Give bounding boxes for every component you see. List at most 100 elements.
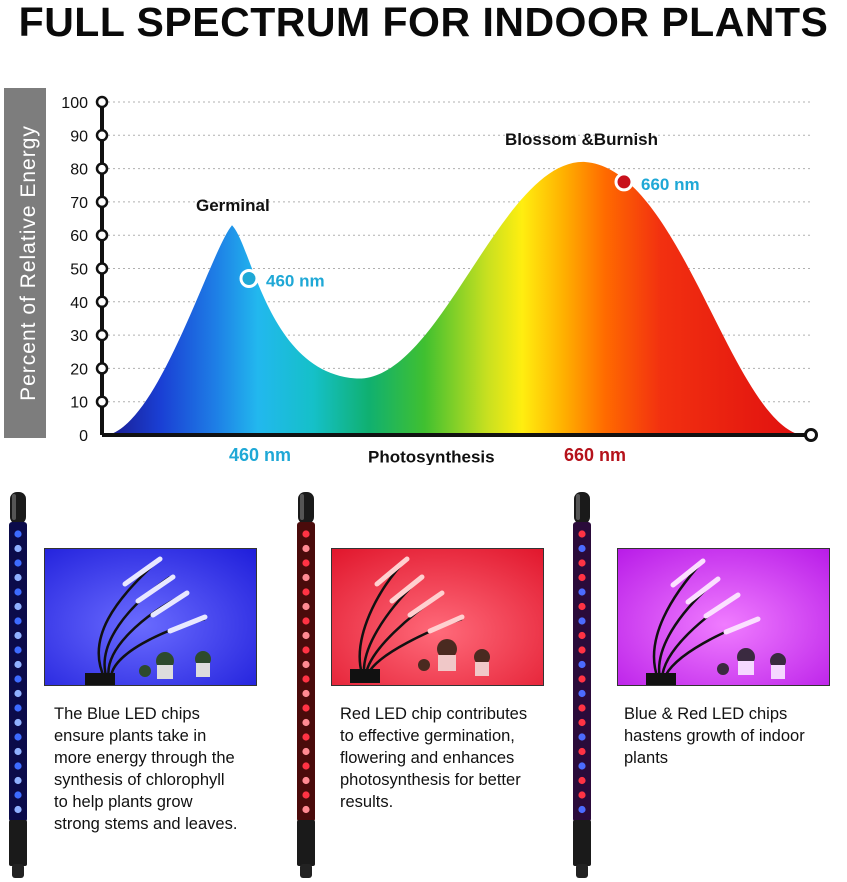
red-light-photo: [331, 548, 544, 686]
caption-line: Blue & Red LED chips: [624, 705, 788, 723]
caption-line: flowering and enhances: [340, 749, 515, 767]
x-tick-label: 460 nm: [229, 445, 291, 465]
led-chip: [578, 805, 586, 814]
y-axis-label-box: [4, 88, 46, 438]
marker-460nm-label: 460 nm: [266, 271, 325, 290]
y-tick-marker: [95, 162, 109, 175]
led-chip: [14, 791, 22, 799]
led-chip: [578, 588, 586, 596]
led-chip: [14, 718, 22, 727]
y-tick-marker: [95, 262, 109, 275]
annotations: Germinal Blossom &Burnish Photosynthesis 46…: [196, 130, 700, 465]
y-tick-marker: [95, 395, 109, 408]
led-chip: [302, 631, 310, 640]
y-tick-label: 30: [70, 328, 88, 345]
y-ticks: 0 10 20 30 40 50 60 70 80 90 100: [61, 95, 109, 445]
y-tick-label: 100: [61, 95, 88, 112]
blue-led-bar: [9, 492, 27, 878]
x-axis-end-marker: [804, 428, 818, 442]
y-tick-marker: [95, 129, 109, 142]
spectrum-area: [108, 161, 800, 435]
y-tick-label: 0: [79, 428, 88, 445]
led-chip: [302, 675, 310, 683]
y-tick-label: 60: [70, 228, 88, 245]
caption-line: Red LED chip contributes: [340, 705, 528, 723]
marker-660nm: [614, 172, 634, 192]
led-chip: [14, 544, 22, 553]
y-tick-label: 20: [70, 361, 88, 378]
spectrum-chart: Percent of Relative Energy 0 10 20 30 40 50 60…: [4, 88, 818, 465]
y-tick-marker: [95, 362, 109, 375]
y-tick-marker: [95, 95, 109, 109]
y-tick-marker: [95, 295, 109, 309]
caption-line: ensure plants take in: [54, 727, 207, 745]
led-chip: [302, 544, 310, 553]
blue-red-led-caption: Blue & Red LED chips hastens growth of i…: [624, 703, 847, 769]
red-led-caption: Red LED chip contributes to effective ge…: [340, 703, 568, 813]
led-chip: [302, 559, 310, 567]
caption-line: synthesis of chlorophyll: [54, 771, 225, 789]
caption-line: plants: [624, 749, 669, 767]
caption-line: to help plants grow: [54, 793, 193, 811]
led-chip: [302, 733, 310, 741]
led-chip: [302, 689, 310, 698]
led-chip: [302, 617, 310, 625]
y-tick-marker: [95, 228, 109, 242]
led-chip: [14, 631, 22, 640]
led-chip: [578, 646, 586, 654]
led-chip: [302, 762, 310, 770]
led-chip: [14, 530, 22, 538]
led-chip: [578, 675, 586, 683]
photosynthesis-label: Photosynthesis: [368, 447, 495, 465]
red-led-bar: [297, 492, 315, 878]
led-chip: [578, 631, 586, 640]
led-chip: [302, 704, 310, 712]
led-chip: [302, 588, 310, 596]
blossom-label: Blossom &Burnish: [505, 130, 658, 149]
y-tick-label: 70: [70, 195, 88, 212]
blue-red-led-bar: [573, 492, 591, 878]
caption-line: results.: [340, 793, 394, 811]
led-chip: [14, 588, 22, 596]
caption-line: photosynthesis for better: [340, 771, 521, 789]
y-tick-marker: [95, 328, 109, 342]
y-tick-label: 90: [70, 128, 88, 145]
y-tick-label: 10: [70, 395, 88, 412]
led-chip: [302, 573, 310, 582]
led-chip: [302, 602, 310, 611]
led-chip: [14, 617, 22, 625]
led-chip: [578, 704, 586, 712]
blue-light-photo: [44, 548, 257, 686]
led-chip: [14, 602, 22, 611]
caption-line: hastens growth of indoor: [624, 727, 805, 745]
led-chip: [302, 646, 310, 654]
led-chip: [578, 689, 586, 698]
led-chip: [14, 762, 22, 770]
led-chip: [14, 573, 22, 582]
led-chip: [14, 660, 22, 669]
blue-red-light-photo: [617, 548, 830, 686]
led-chip: [14, 646, 22, 654]
germinal-label: Germinal: [196, 196, 270, 215]
led-chip: [14, 704, 22, 712]
led-chip: [302, 776, 310, 785]
marker-460nm: [239, 268, 259, 288]
led-chip: [14, 805, 22, 814]
caption-line: to effective germination,: [340, 727, 515, 745]
blue-led-caption: The Blue LED chips ensure plants take in…: [54, 703, 282, 835]
led-chip: [302, 718, 310, 727]
led-chip: [578, 617, 586, 625]
led-chip: [302, 805, 310, 814]
led-chip: [578, 559, 586, 567]
led-chip: [14, 675, 22, 683]
led-chip: [578, 573, 586, 582]
led-chip: [302, 530, 310, 538]
y-tick-marker: [95, 195, 109, 209]
led-chip: [578, 733, 586, 741]
led-chip: [578, 776, 586, 785]
led-chip: [14, 689, 22, 698]
x-tick-label: 660 nm: [564, 445, 626, 465]
caption-line: more energy through the: [54, 749, 235, 767]
led-chip: [302, 660, 310, 669]
led-chip: [302, 747, 310, 756]
